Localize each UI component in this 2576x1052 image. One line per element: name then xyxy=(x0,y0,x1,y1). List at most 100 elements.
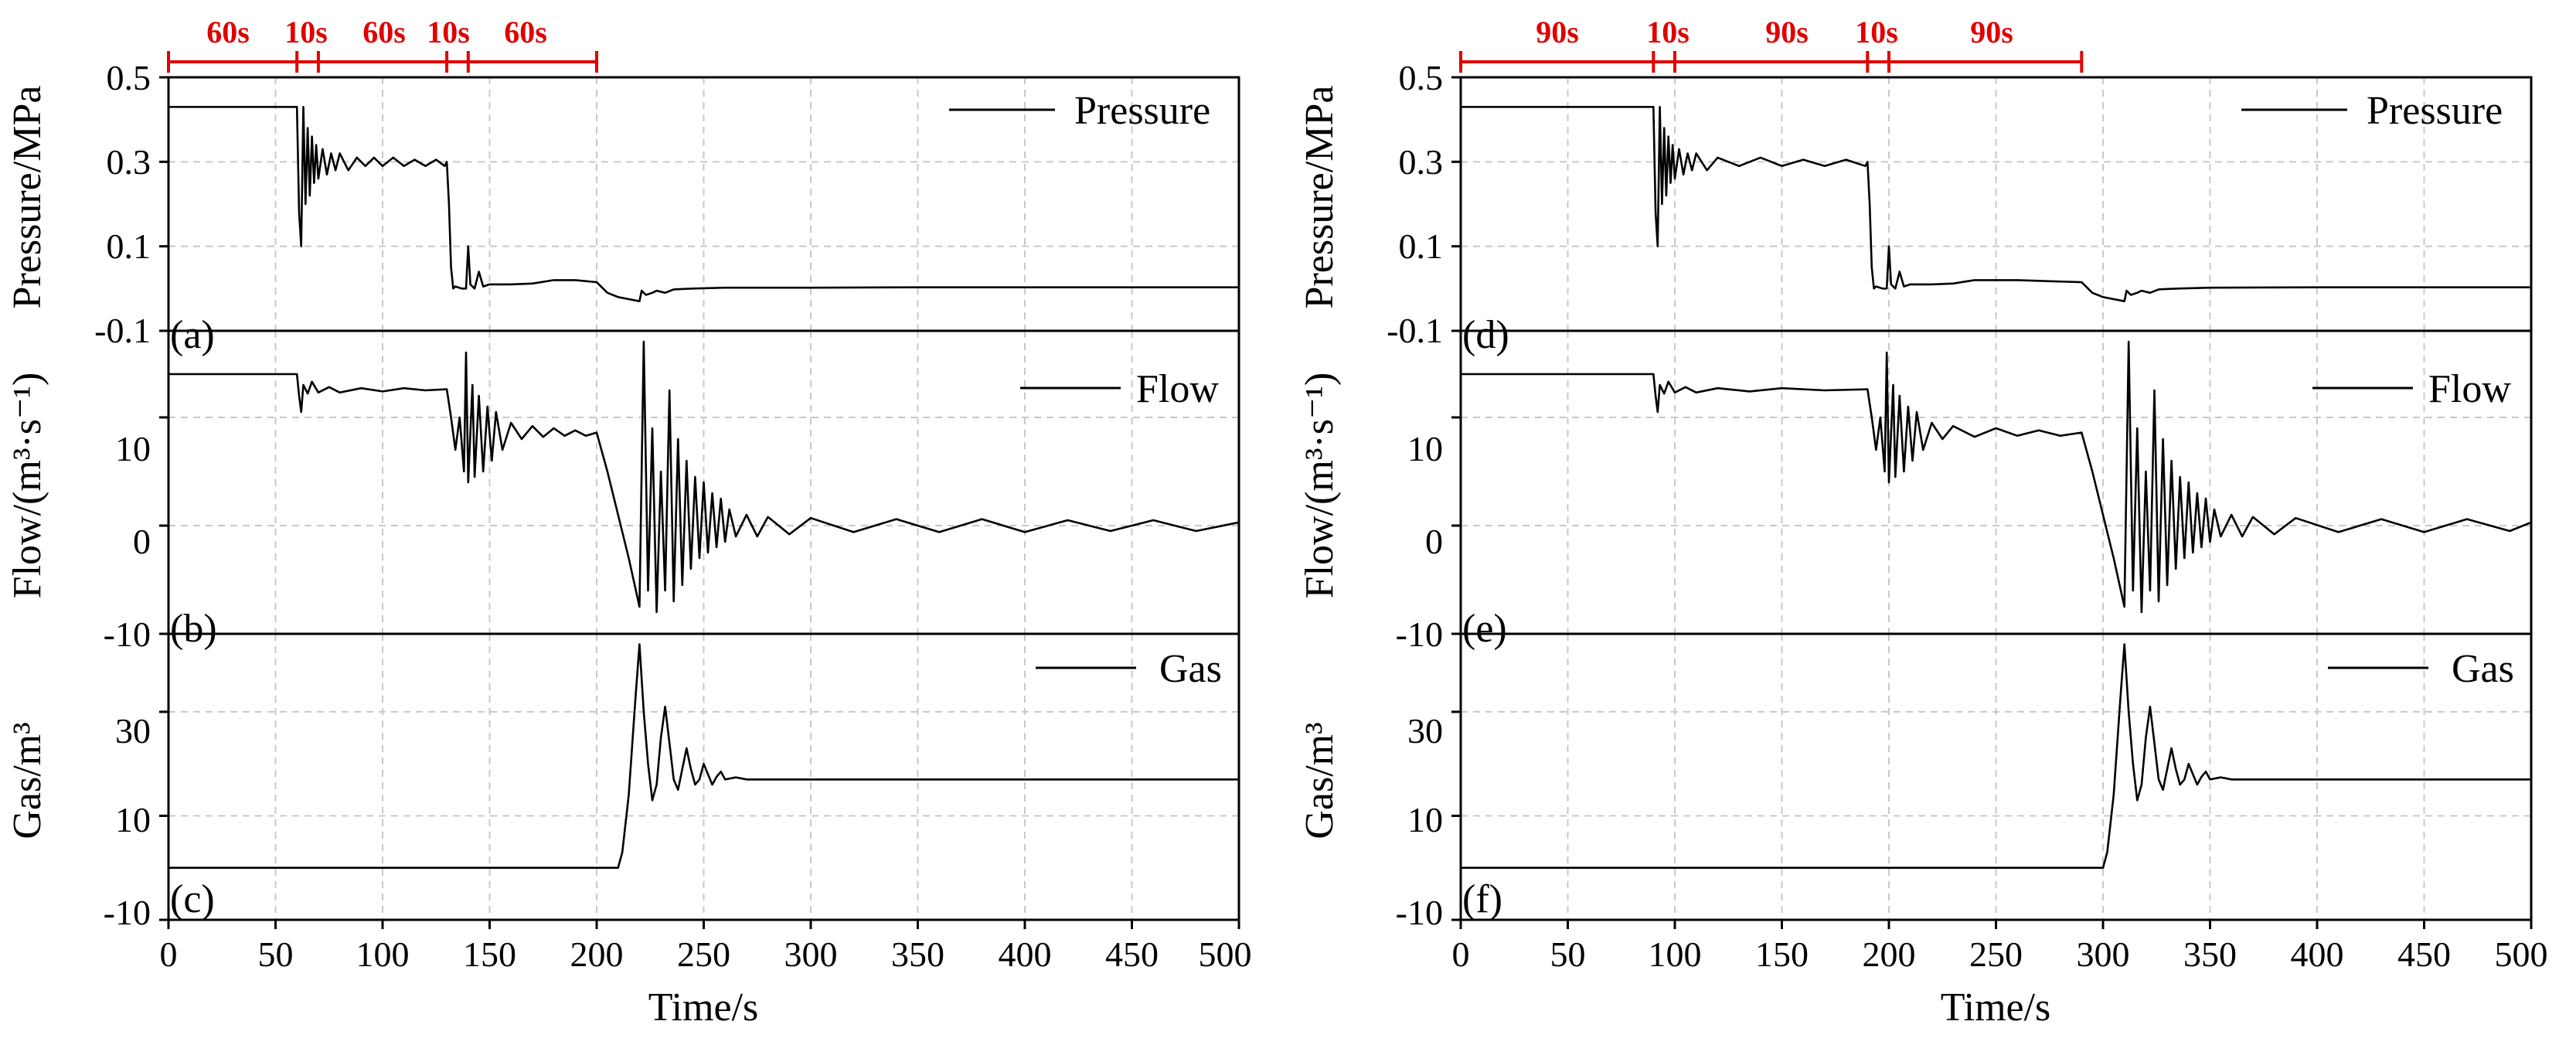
y-tick-label: 0 xyxy=(133,522,151,561)
x-tick-label: 250 xyxy=(1969,935,2023,974)
panel-label: (d) xyxy=(1462,313,1509,357)
legend-label: Flow xyxy=(2428,367,2511,411)
x-tick-label: 350 xyxy=(2183,935,2237,974)
panel-label: (e) xyxy=(1462,607,1507,651)
x-axis-title: Time/s xyxy=(1941,986,2051,1030)
flow-series-line xyxy=(1461,340,2532,614)
x-tick-label: 200 xyxy=(570,935,624,974)
interval-bar-right xyxy=(1459,51,2084,73)
x-tick-label: 100 xyxy=(356,935,410,974)
legend-label: Gas xyxy=(2452,647,2514,691)
y-tick-label: 10 xyxy=(115,800,151,839)
y-tick-label: 0.5 xyxy=(1399,58,1444,97)
y-tick-label: -10 xyxy=(104,615,151,654)
y-tick-label: 10 xyxy=(115,429,151,468)
legend-label: Flow xyxy=(1136,367,1219,411)
y-tick-label: 0.3 xyxy=(1399,142,1444,182)
x-tick-label: 500 xyxy=(1199,935,1252,974)
legend-label: Pressure xyxy=(1074,89,1210,133)
interval-label: 10s xyxy=(427,15,470,49)
x-tick-label: 200 xyxy=(1863,935,1916,974)
x-tick-label: 300 xyxy=(784,935,838,974)
x-ticks xyxy=(167,920,1240,929)
interval-label: 90s xyxy=(1970,15,2013,49)
interval-annotation-right: 90s 10s 90s 10s 90s xyxy=(1459,15,2084,73)
x-tick-label: 0 xyxy=(1452,935,1470,974)
x-tick-label: 100 xyxy=(1649,935,1702,974)
gas-series-line xyxy=(1461,643,2531,869)
panel-f: 30 10 -10 Gas/m³ Gas (f) xyxy=(1298,632,2533,932)
x-tick-label: 0 xyxy=(160,935,178,974)
y-tick-label: 30 xyxy=(1407,711,1443,751)
y-ticks xyxy=(1451,76,1461,332)
x-tick-label: 300 xyxy=(2077,935,2130,974)
interval-label: 90s xyxy=(1536,15,1579,49)
x-axis-title: Time/s xyxy=(648,986,759,1030)
y-tick-label: 30 xyxy=(115,711,151,751)
panel-b: 10 0 -10 Flow/(m³·s⁻¹) Flow (b) xyxy=(5,329,1240,654)
right-figure: 90s 10s 90s 10s 90s 0.5 0.3 0.1 -0.1 Pre… xyxy=(1298,15,2548,1030)
pressure-series-line xyxy=(168,106,1239,302)
x-ticks xyxy=(1459,920,2533,929)
panel-label: (c) xyxy=(170,877,215,921)
x-tick-label: 450 xyxy=(2397,935,2451,974)
y-axis-title: Flow/(m³·s⁻¹) xyxy=(5,373,49,599)
x-tick-label: 450 xyxy=(1105,935,1159,974)
panel-grid xyxy=(1461,77,2531,331)
panel-grid xyxy=(168,634,1239,920)
panel-label: (f) xyxy=(1462,877,1502,921)
y-tick-label: -0.1 xyxy=(94,311,151,350)
y-tick-label: 0.1 xyxy=(1399,226,1444,266)
x-tick-label: 500 xyxy=(2495,935,2548,974)
y-tick-label: 10 xyxy=(1407,429,1443,468)
x-tick-label: 150 xyxy=(463,935,516,974)
panel-a: 0.5 0.3 0.1 -0.1 Pressure/MPa Pressure (… xyxy=(5,58,1240,357)
panel-d: 0.5 0.3 0.1 -0.1 Pressure/MPa Pressure (… xyxy=(1298,58,2533,357)
panel-e: 10 0 -10 Flow/(m³·s⁻¹) Flow (e) xyxy=(1298,329,2533,654)
interval-label: 90s xyxy=(1765,15,1809,49)
gas-series-line xyxy=(168,643,1239,869)
y-ticks xyxy=(159,416,168,635)
y-axis-title: Flow/(m³·s⁻¹) xyxy=(1298,373,1342,599)
y-ticks xyxy=(159,76,168,332)
legend-label: Pressure xyxy=(2367,89,2503,133)
y-ticks xyxy=(1451,710,1461,921)
interval-label: 10s xyxy=(1855,15,1898,49)
y-tick-label: 0 xyxy=(1425,522,1443,561)
panel-grid xyxy=(1461,331,2531,634)
y-tick-label: -10 xyxy=(1396,893,1443,932)
pressure-series-line xyxy=(1461,106,2531,302)
x-tick-labels: 0 50 100 150 200 250 300 350 400 450 500 xyxy=(160,935,1252,974)
interval-label: 60s xyxy=(206,15,250,49)
interval-bar-left xyxy=(167,51,598,73)
x-tick-label: 400 xyxy=(999,935,1052,974)
y-axis-title: Gas/m³ xyxy=(5,722,49,839)
interval-label: 60s xyxy=(362,15,406,49)
interval-label: 10s xyxy=(284,15,328,49)
panel-label: (b) xyxy=(170,607,217,651)
y-axis-title: Pressure/MPa xyxy=(5,86,49,309)
panel-c: 30 10 -10 Gas/m³ Gas (c) xyxy=(5,632,1240,932)
interval-label: 60s xyxy=(504,15,547,49)
y-tick-label: -10 xyxy=(104,893,151,932)
y-tick-label: 0.3 xyxy=(107,142,151,182)
y-axis-title: Pressure/MPa xyxy=(1298,86,1342,309)
panel-label: (a) xyxy=(170,313,215,357)
flow-series-line xyxy=(168,340,1240,614)
y-tick-label: 10 xyxy=(1407,800,1443,839)
x-tick-label: 50 xyxy=(1550,935,1586,974)
y-tick-label: -10 xyxy=(1396,615,1443,654)
x-tick-label: 350 xyxy=(891,935,944,974)
y-ticks xyxy=(1451,416,1461,635)
y-axis-title: Gas/m³ xyxy=(1298,722,1342,839)
y-tick-label: 0.5 xyxy=(107,58,151,97)
interval-label: 10s xyxy=(1646,15,1690,49)
panel-grid xyxy=(168,331,1239,634)
x-tick-labels: 0 50 100 150 200 250 300 350 400 450 500 xyxy=(1452,935,2548,974)
x-tick-label: 150 xyxy=(1755,935,1809,974)
y-tick-label: 0.1 xyxy=(107,226,151,266)
x-tick-label: 50 xyxy=(258,935,294,974)
y-tick-label: -0.1 xyxy=(1387,311,1443,350)
x-tick-label: 250 xyxy=(677,935,730,974)
